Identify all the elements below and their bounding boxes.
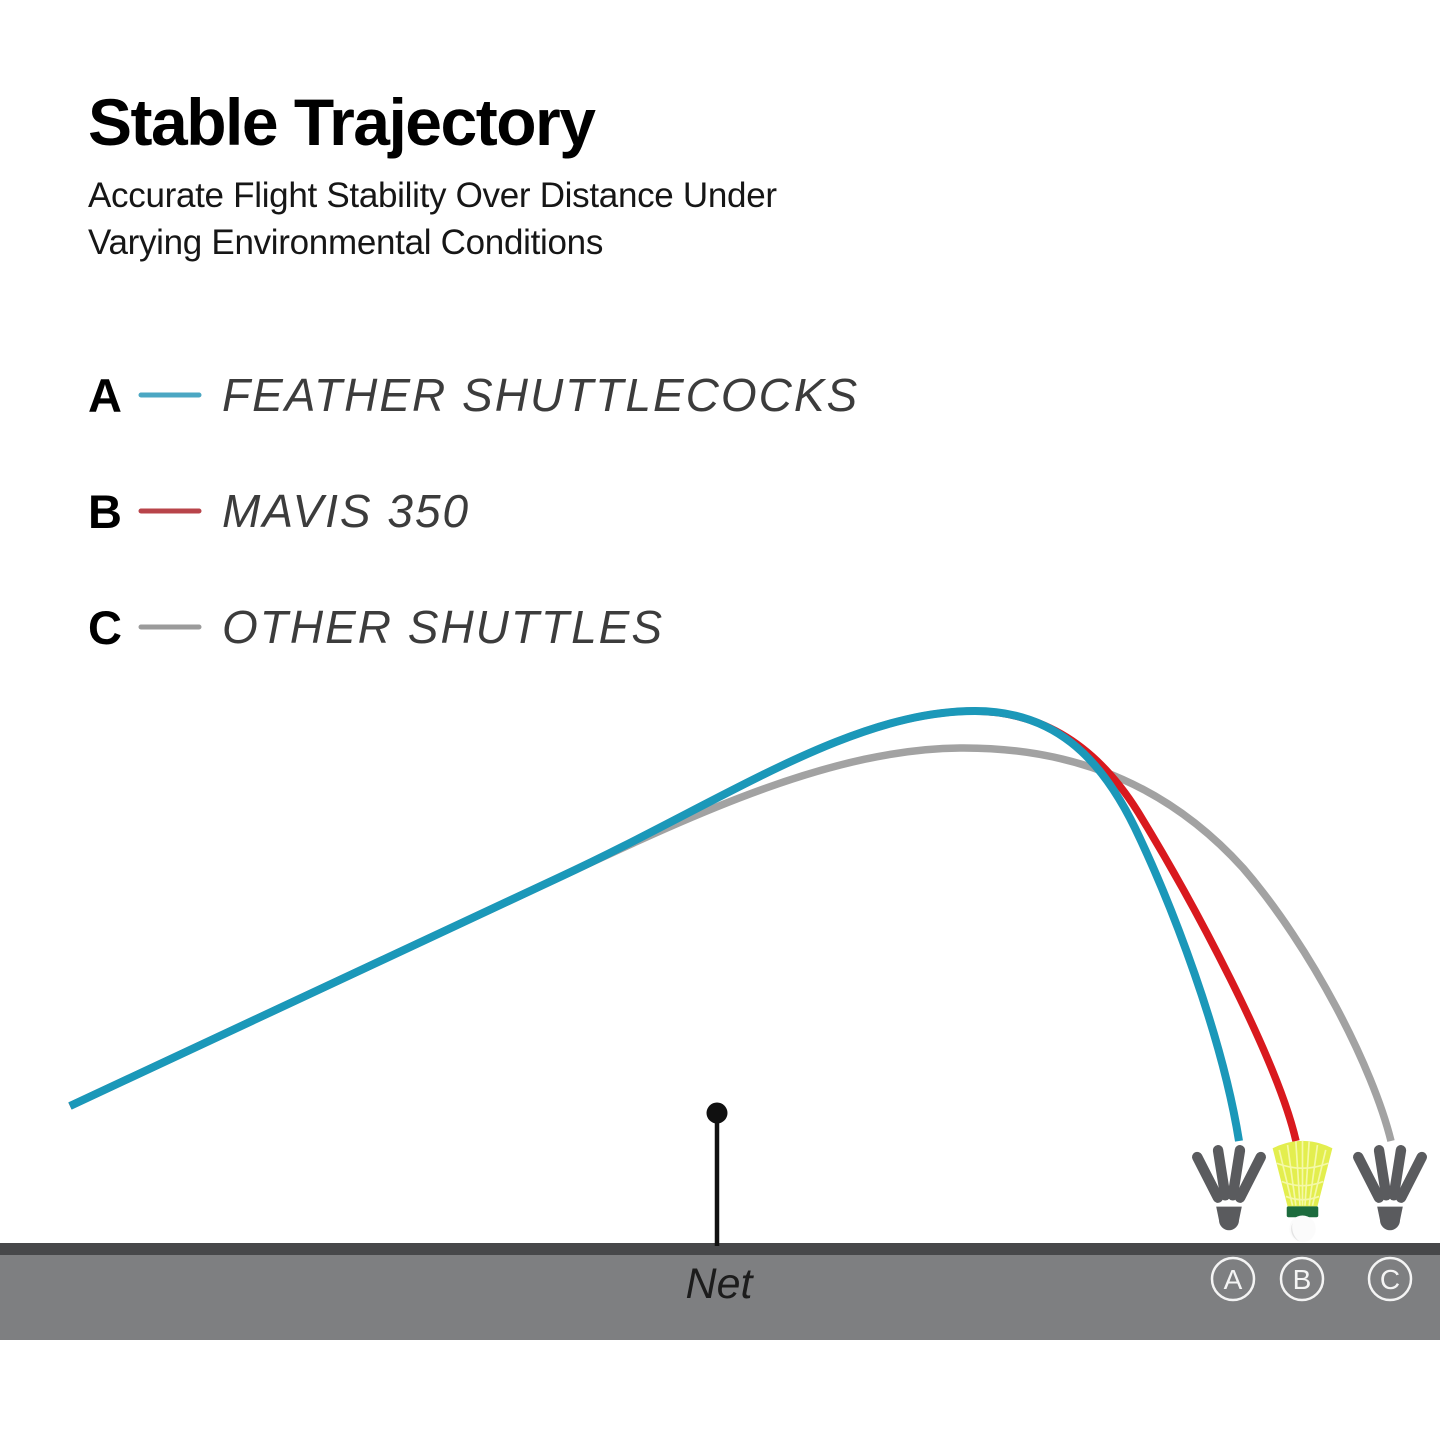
- page-title: Stable Trajectory: [88, 85, 596, 159]
- shuttle-b-mesh: [1276, 1140, 1329, 1206]
- subtitle-line-1: Accurate Flight Stability Over Distance …: [88, 176, 777, 215]
- shuttlecock-c-icon: [1351, 1144, 1429, 1231]
- shuttle-b-ball-shade: [1291, 1223, 1300, 1242]
- marker-label-a: A: [1224, 1264, 1243, 1295]
- net-post: [706, 1102, 728, 1246]
- legend-key-c: C: [88, 600, 122, 654]
- legend-item-mavis: B MAVIS 350: [88, 484, 859, 538]
- marker-circle-c: [1367, 1256, 1413, 1302]
- marker-label-c: C: [1380, 1264, 1400, 1295]
- shuttle-b-band: [1286, 1206, 1319, 1218]
- marker-circle-a: [1210, 1256, 1256, 1302]
- landing-markers: [1210, 1256, 1413, 1302]
- subtitle-line-2: Varying Environmental Conditions: [88, 223, 604, 262]
- ground-bar: [0, 1255, 1440, 1340]
- legend-item-feather: A FEATHER SHUTTLECOCKS: [88, 368, 859, 422]
- marker-circle-b: [1279, 1256, 1325, 1302]
- legend-label-mavis: MAVIS 350: [222, 485, 471, 537]
- legend-key-b: B: [88, 484, 122, 538]
- legend-dash-c-icon: [138, 624, 202, 630]
- legend-label-other: OTHER SHUTTLES: [222, 601, 665, 653]
- marker-label-b: B: [1293, 1264, 1312, 1295]
- net-post-dot-icon: [706, 1102, 728, 1124]
- curve-feather-shuttlecocks: [68, 706, 1243, 1142]
- shuttle-b-ball: [1289, 1215, 1316, 1243]
- page-subtitle: Accurate Flight Stability Over Distance …: [88, 172, 777, 266]
- landing-marker-labels: A B C: [1224, 1264, 1400, 1295]
- legend-key-a: A: [88, 368, 122, 422]
- legend-item-other: C OTHER SHUTTLES: [88, 600, 859, 654]
- legend-dash-a-icon: [138, 392, 202, 398]
- shuttlecock-b-icon: [1272, 1140, 1333, 1243]
- ground-edge: [0, 1243, 1440, 1255]
- curve-other-shuttles: [68, 744, 1395, 1142]
- curve-mavis-350: [68, 707, 1300, 1142]
- net-label: Net: [686, 1260, 755, 1308]
- legend: A FEATHER SHUTTLECOCKS B MAVIS 350 C OTH…: [88, 368, 859, 716]
- shuttlecock-a-icon: [1190, 1144, 1268, 1231]
- legend-label-feather: FEATHER SHUTTLECOCKS: [222, 369, 860, 421]
- legend-dash-b-icon: [138, 508, 202, 514]
